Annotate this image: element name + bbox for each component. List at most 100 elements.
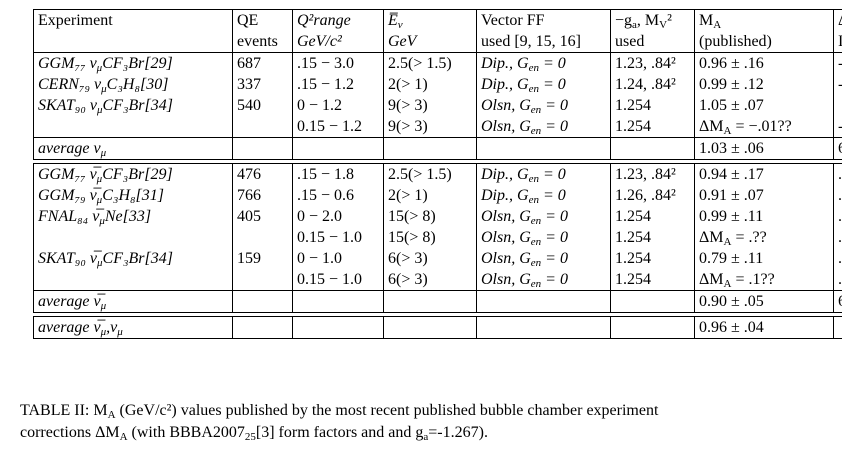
cell: 405 bbox=[232, 206, 293, 227]
text: . bbox=[838, 166, 842, 183]
text: .15 − 0.6 bbox=[297, 187, 355, 204]
header-line: Experiment bbox=[38, 10, 228, 31]
text: - bbox=[838, 76, 842, 93]
text: ΔM bbox=[699, 118, 724, 135]
header-line: used bbox=[615, 31, 690, 52]
subscript: en bbox=[528, 62, 539, 74]
text: SKAT₉₀ ν bbox=[38, 97, 97, 114]
header-line: I bbox=[838, 31, 842, 52]
text: 1.23, .84² bbox=[615, 166, 676, 183]
cell: 9(> 3) bbox=[383, 116, 477, 138]
cell bbox=[383, 290, 477, 313]
text: 0.96 ± .16 bbox=[699, 55, 764, 72]
cell: average ν̅μ,νμ bbox=[33, 316, 233, 339]
text: I bbox=[838, 33, 842, 50]
text: average ν̅ bbox=[38, 319, 101, 336]
text: Olsn, G bbox=[481, 208, 531, 225]
cell: .15 − 1.2 bbox=[292, 74, 384, 95]
cell bbox=[292, 137, 384, 160]
cell: . bbox=[833, 206, 842, 227]
header-line: Δ bbox=[838, 10, 842, 31]
cell: GGM₇₇ ν̅μCF₃Br[29] bbox=[33, 163, 233, 185]
cell bbox=[232, 227, 293, 248]
subscript: μ bbox=[100, 147, 107, 159]
subscript: A bbox=[119, 431, 128, 443]
text: - bbox=[838, 118, 842, 135]
cell bbox=[833, 316, 842, 339]
text: 405 bbox=[237, 208, 261, 225]
text: M bbox=[699, 12, 714, 29]
cell: SKAT₉₀ νμCF₃Br[34] bbox=[33, 95, 233, 116]
cell: 0.94 ± .17 bbox=[694, 163, 834, 185]
text: average ν̅ bbox=[38, 293, 101, 310]
subscript: en bbox=[530, 278, 542, 290]
text: 6 bbox=[838, 293, 842, 310]
text: 6(> 3) bbox=[388, 271, 428, 288]
cell: FNAL₈₄ ν̅μNe[33] bbox=[33, 206, 233, 227]
text: - bbox=[838, 55, 842, 72]
text: 0 − 1.0 bbox=[297, 250, 343, 267]
subscript: A bbox=[723, 236, 732, 248]
text: 766 bbox=[237, 187, 261, 204]
text: = 0 bbox=[538, 166, 566, 183]
text: 1.254 bbox=[615, 118, 651, 135]
cell: 6(> 3) bbox=[383, 248, 477, 269]
header-cell: Experiment bbox=[33, 9, 233, 53]
cell: 2(> 1) bbox=[383, 74, 477, 95]
header-cell: Vector FF used [9, 15, 16] bbox=[476, 9, 611, 53]
cell bbox=[610, 316, 695, 339]
average-row: average ν̅μ,νμ 0.96 ± .04 bbox=[33, 316, 842, 339]
text: corrections ΔM bbox=[20, 424, 120, 441]
text: 1.254 bbox=[615, 271, 651, 288]
cell bbox=[292, 290, 384, 313]
cell bbox=[292, 316, 384, 339]
text: 0.91 ± .07 bbox=[699, 187, 764, 204]
subscript: μ bbox=[100, 300, 107, 312]
header-cell: QE events bbox=[232, 9, 293, 53]
cell: 687 bbox=[232, 52, 293, 74]
cell: 1.254 bbox=[610, 206, 695, 227]
text: TABLE II: M bbox=[20, 402, 108, 419]
header-line: Vector FF bbox=[481, 10, 606, 31]
text: Dip., G bbox=[481, 55, 529, 72]
text: Olsn, G bbox=[481, 229, 531, 246]
text: C₃H₈[31] bbox=[102, 187, 165, 204]
cell: 0.99 ± .12 bbox=[694, 74, 834, 95]
subscript: a bbox=[423, 431, 429, 443]
text: . bbox=[838, 250, 842, 267]
cell bbox=[383, 137, 477, 160]
text: 159 bbox=[237, 250, 261, 267]
average: average ν̅μ 0.90 ± .05 6 bbox=[33, 290, 842, 313]
cell: Olsn, Gen = 0 bbox=[476, 206, 611, 227]
cell: 0 − 2.0 bbox=[292, 206, 384, 227]
cell: 1.254 bbox=[610, 269, 695, 291]
cell: Dip., Gen = 0 bbox=[476, 52, 611, 74]
text: = 0 bbox=[541, 208, 568, 225]
data-row: 0.15 − 1.0 15(> 8) Olsn, Gen = 0 1.254 ΔMA =… bbox=[33, 227, 842, 248]
cell: 9(> 3) bbox=[383, 95, 477, 116]
caption-line: TABLE II: MA (GeV/c²) values published b… bbox=[20, 400, 658, 422]
text: ΔM bbox=[699, 229, 724, 246]
text: GGM₇₉ ν̅ bbox=[38, 187, 97, 204]
text: GGM₇₇ ν bbox=[38, 55, 97, 72]
text: Experiment bbox=[38, 12, 113, 29]
data-row: GGM₇₇ ν̅μCF₃Br[29] 476.15 − 1.8 2.5(> 1.5)… bbox=[33, 163, 842, 185]
subscript: ν bbox=[397, 19, 403, 31]
cell: .15 − 1.8 bbox=[292, 163, 384, 185]
cell: Olsn, Gen = 0 bbox=[476, 248, 611, 269]
text: 15(> 8) bbox=[388, 229, 436, 246]
text: 540 bbox=[237, 97, 261, 114]
text: 1.23, .84² bbox=[615, 55, 676, 72]
cell bbox=[232, 290, 293, 313]
cell: Olsn, Gen = 0 bbox=[476, 269, 611, 291]
caption-line: corrections ΔMA (with BBBA200725[3] form… bbox=[20, 422, 658, 444]
cell: Olsn, Gen = 0 bbox=[476, 95, 611, 116]
text: 2(> 1) bbox=[388, 76, 428, 93]
cell: ΔMA = .?? bbox=[694, 227, 834, 248]
cell: 159 bbox=[232, 248, 293, 269]
text: 9(> 3) bbox=[388, 118, 428, 135]
text: Dip., G bbox=[481, 76, 529, 93]
cell bbox=[232, 116, 293, 138]
header-line bbox=[38, 31, 228, 52]
text: events bbox=[237, 33, 278, 50]
